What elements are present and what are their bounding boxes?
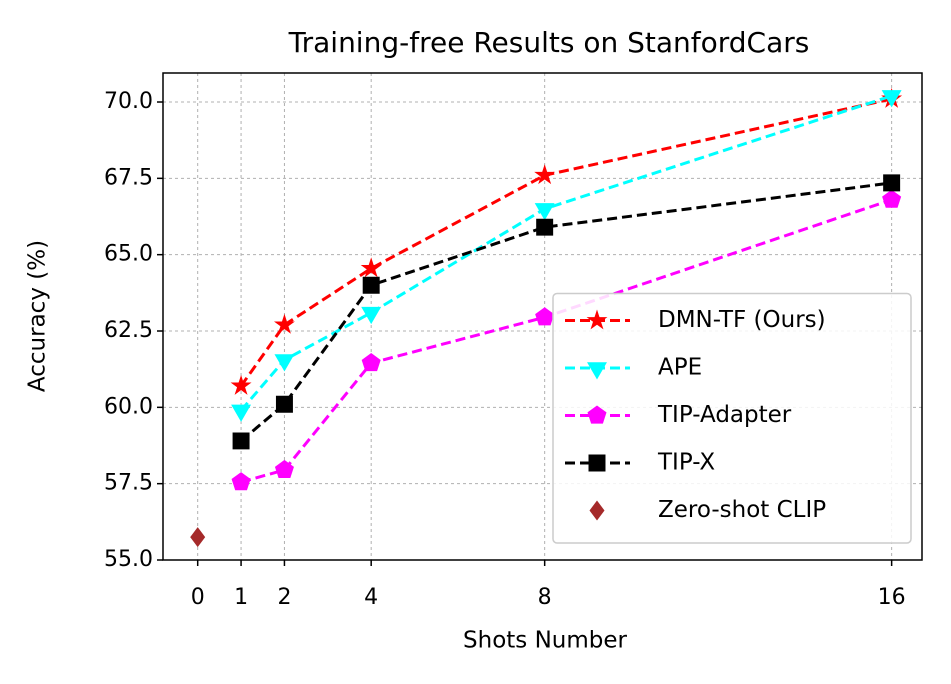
marker [534, 164, 556, 185]
y-tick-label: 60.0 [104, 394, 153, 419]
y-tick-label: 55.0 [104, 547, 153, 572]
marker [360, 257, 382, 278]
legend: DMN-TF (Ours) APE TIP-Adapter TIP-X Zero-sho… [552, 292, 912, 544]
legend-label: TIP-X [657, 450, 715, 476]
legend-marker [586, 309, 608, 330]
legend-label: APE [658, 355, 702, 381]
legend-marker [587, 405, 607, 424]
marker [535, 307, 555, 326]
x-tick-label: 2 [277, 585, 291, 610]
chart-title: Training-free Results on StanfordCars [288, 26, 810, 59]
x-tick-label: 8 [538, 585, 552, 610]
x-axis-label: Shots Number [463, 628, 627, 654]
marker [275, 395, 293, 413]
marker [190, 527, 206, 548]
x-tick-label: 0 [191, 585, 205, 610]
marker [881, 90, 902, 108]
y-tick-label: 67.5 [104, 165, 153, 190]
marker [361, 306, 382, 325]
legend-label: Zero-shot CLIP [658, 497, 826, 523]
marker [882, 189, 902, 208]
series-line [239, 97, 892, 387]
legend-marker [589, 500, 605, 521]
x-tick-label: 16 [878, 585, 906, 610]
marker [274, 354, 295, 372]
marker [232, 432, 250, 450]
plot-frame [162, 72, 923, 561]
y-tick-label: 70.0 [104, 89, 153, 114]
marker [231, 472, 251, 491]
marker [274, 459, 294, 479]
y-tick-label: 65.0 [104, 242, 153, 267]
y-tick-label: 62.5 [104, 318, 153, 343]
legend-marker [587, 362, 607, 380]
legend-marker [588, 454, 606, 472]
x-tick-label: 4 [364, 585, 378, 610]
marker [362, 276, 380, 294]
marker [273, 313, 295, 334]
legend-label: DMN-TF (Ours) [658, 307, 826, 333]
legend-label: TIP-Adapter [657, 402, 792, 428]
marker [534, 203, 555, 221]
x-tick-label: 1 [234, 585, 248, 610]
marker [230, 374, 252, 395]
marker [883, 174, 901, 192]
marker [536, 218, 554, 236]
y-axis-label: Accuracy (%) [25, 240, 51, 392]
y-tick-label: 57.5 [104, 471, 153, 496]
marker [231, 404, 252, 422]
legend-box [552, 292, 912, 544]
marker [361, 353, 381, 372]
